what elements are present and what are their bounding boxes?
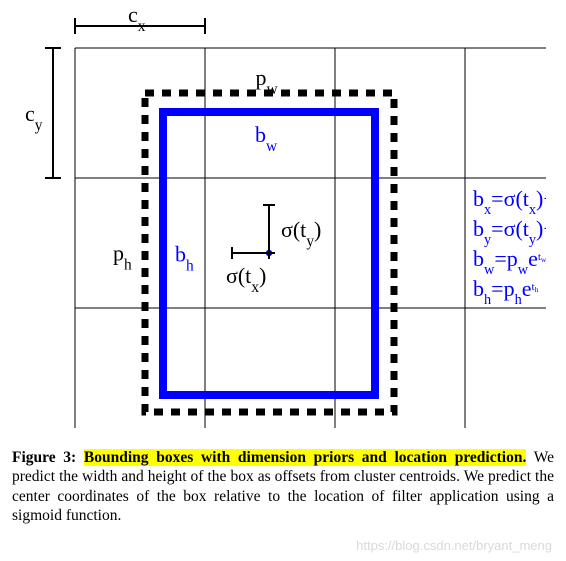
svg-text:pw: pw [256, 65, 279, 98]
watermark: https://blog.csdn.net/bryant_meng [356, 538, 552, 553]
caption-highlight: Bounding boxes with dimension priors and… [84, 449, 526, 466]
svg-text:σ(ty): σ(ty) [281, 217, 321, 250]
svg-text:bh: bh [175, 242, 194, 275]
svg-text:cy: cy [25, 101, 43, 134]
svg-text:cx: cx [128, 8, 146, 35]
figure-caption: Figure 3: Bounding boxes with dimension … [12, 448, 554, 526]
svg-text:bx=σ(tx)+cx: bx=σ(tx)+cx [473, 186, 546, 218]
bounding-box-diagram: cx cy pw ph bw bh σ(ty) σ(tx) bx=σ(tx)+cxby=σ(ty… [20, 8, 546, 428]
svg-text:by=σ(ty)+cy: by=σ(ty)+cy [473, 216, 546, 248]
svg-text:bh=pheth: bh=pheth [473, 276, 539, 308]
figure-label: Figure 3: [12, 449, 76, 466]
svg-text:bw=pwetw: bw=pwetw [473, 246, 546, 278]
svg-text:bw: bw [255, 122, 278, 155]
svg-text:σ(tx): σ(tx) [226, 263, 266, 296]
svg-text:ph: ph [113, 241, 132, 274]
